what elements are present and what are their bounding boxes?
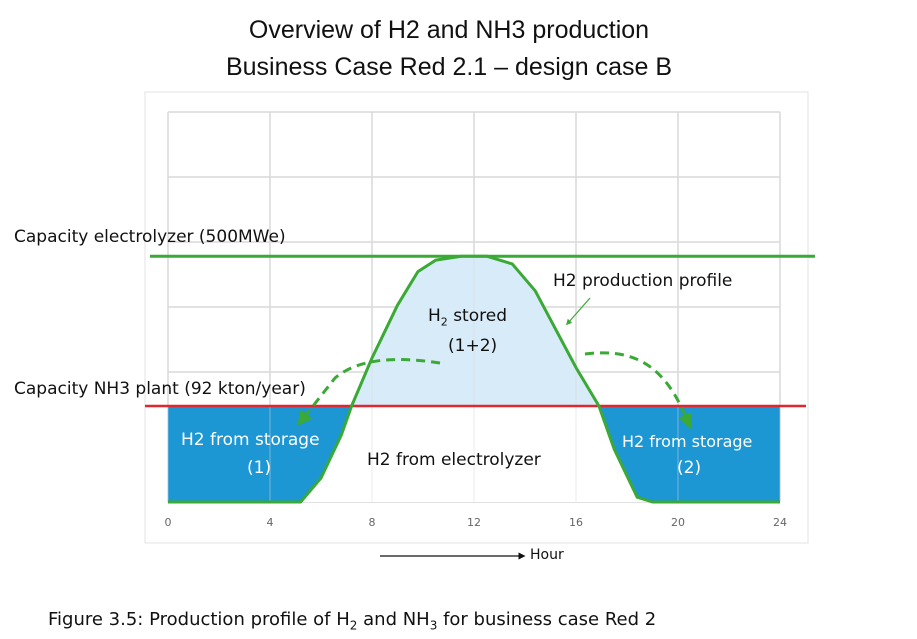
x-tick-label: 0 bbox=[165, 516, 172, 529]
caption-c: for business case Red 2 bbox=[437, 609, 657, 630]
grid-overlay bbox=[167, 112, 781, 502]
x-tick-label: 4 bbox=[267, 516, 274, 529]
figure-caption: Figure 3.5: Production profile of H2 and… bbox=[48, 609, 656, 633]
dashed-arrow-to-storage-1 bbox=[297, 358, 441, 426]
storage-1-label: H2 from storage bbox=[181, 430, 320, 450]
x-axis-label: Hour bbox=[530, 547, 564, 563]
x-tick-label: 12 bbox=[467, 516, 481, 529]
stored-rest: stored bbox=[447, 306, 507, 326]
caption-a: Figure 3.5: Production profile of H bbox=[48, 609, 350, 630]
stored-sub: 2 bbox=[440, 315, 448, 329]
electrolyzer-capacity-label: Capacity electrolyzer (500MWe) bbox=[14, 227, 286, 247]
profile-line bbox=[168, 254, 780, 504]
electrolyzer-label: H2 from electrolyzer bbox=[367, 450, 541, 470]
caption-sub2: 3 bbox=[429, 618, 438, 633]
x-tick-label: 16 bbox=[569, 516, 583, 529]
x-tick-label: 8 bbox=[369, 516, 376, 529]
dashed-arrow-to-storage-2 bbox=[584, 351, 693, 429]
caption-sub1: 2 bbox=[349, 618, 358, 633]
stored-label-2: (1+2) bbox=[448, 336, 498, 356]
x-tick-label: 24 bbox=[773, 516, 787, 529]
stored-label: H2 stored bbox=[428, 306, 507, 328]
stored-h: H bbox=[428, 306, 441, 326]
storage-1-number: (1) bbox=[247, 458, 272, 478]
chart-title-line2: Business Case Red 2.1 – design case B bbox=[225, 53, 673, 81]
profile-label: H2 production profile bbox=[553, 271, 733, 291]
stored-area bbox=[351, 256, 599, 406]
chart-title-line1: Overview of H2 and NH3 production bbox=[248, 16, 650, 44]
storage-2-label: H2 from storage bbox=[622, 432, 753, 451]
caption-b: and NH bbox=[357, 609, 430, 630]
profile-pointer-arrow bbox=[566, 297, 591, 326]
storage-2-number: (2) bbox=[677, 458, 702, 478]
nh3-capacity-label: Capacity NH3 plant (92 kton/year) bbox=[14, 379, 306, 399]
x-tick-label: 20 bbox=[671, 516, 685, 529]
